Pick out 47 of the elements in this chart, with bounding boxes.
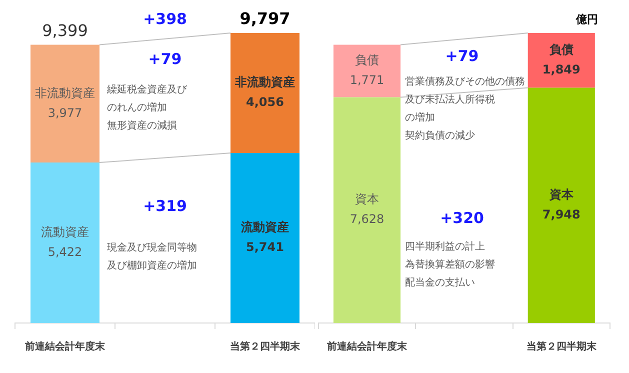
text: +398 (143, 10, 187, 28)
annotation: +319 (143, 196, 187, 215)
annotation: 及び棚卸資産の増加 (107, 260, 197, 272)
annotation: 配当金の支払い (405, 276, 475, 289)
annotation: +79 (445, 46, 479, 65)
bar (30, 162, 100, 323)
annotation: 為替換算差額の影響 (405, 258, 495, 271)
annotation: 営業債務及びその他の債務 (405, 76, 525, 88)
bar (528, 88, 595, 323)
data-label: 5,741 (246, 240, 284, 254)
total-label: 9,399 (42, 20, 88, 40)
annotation: 契約負債の減少 (405, 130, 475, 142)
annotation: +320 (440, 208, 484, 227)
data-label: 4,056 (246, 95, 284, 110)
series-label: 流動資産 (41, 224, 89, 239)
x-tick-label: 当第２四半期末 (230, 340, 301, 353)
annotation: のれんの増加 (107, 102, 167, 114)
annotation: の増加 (405, 112, 435, 124)
text: 資本 (355, 192, 379, 206)
bar (230, 153, 300, 323)
x-tick-label: 前連結会計年度末 (326, 340, 408, 353)
annotation: 四半期利益の計上 (405, 240, 485, 253)
text: 負債 (549, 42, 574, 56)
data-label: 7,628 (350, 212, 384, 226)
data-label: 1,771 (350, 73, 384, 88)
series-label: 負債 (355, 53, 379, 68)
bar (333, 97, 401, 323)
data-label: 1,849 (542, 62, 580, 76)
x-tick-label: 前連結会計年度末 (24, 340, 106, 353)
series-label: 資本 (548, 187, 574, 202)
data-label: 3,977 (48, 106, 82, 120)
text: 非流動資産 (235, 75, 295, 90)
data-label: 7,948 (542, 207, 580, 222)
x-tick-label: 当第２四半期末 (526, 340, 598, 353)
data-label: 5,422 (48, 244, 82, 259)
bar (333, 44, 401, 98)
text: 流動資産 (241, 220, 289, 234)
annotation: 無形資産の減損 (107, 120, 177, 132)
annotation: +79 (148, 50, 182, 68)
bar (30, 44, 100, 163)
total-label: 9,797 (240, 9, 290, 28)
text: 億円 (575, 12, 598, 26)
annotation: 現金及び現金同等物 (107, 242, 197, 254)
bar (230, 33, 300, 154)
annotation: 繰延税金資産及び (106, 84, 188, 96)
series-label: 非流動資産 (35, 86, 95, 100)
annotation: 及び未払法人所得税 (405, 94, 495, 106)
